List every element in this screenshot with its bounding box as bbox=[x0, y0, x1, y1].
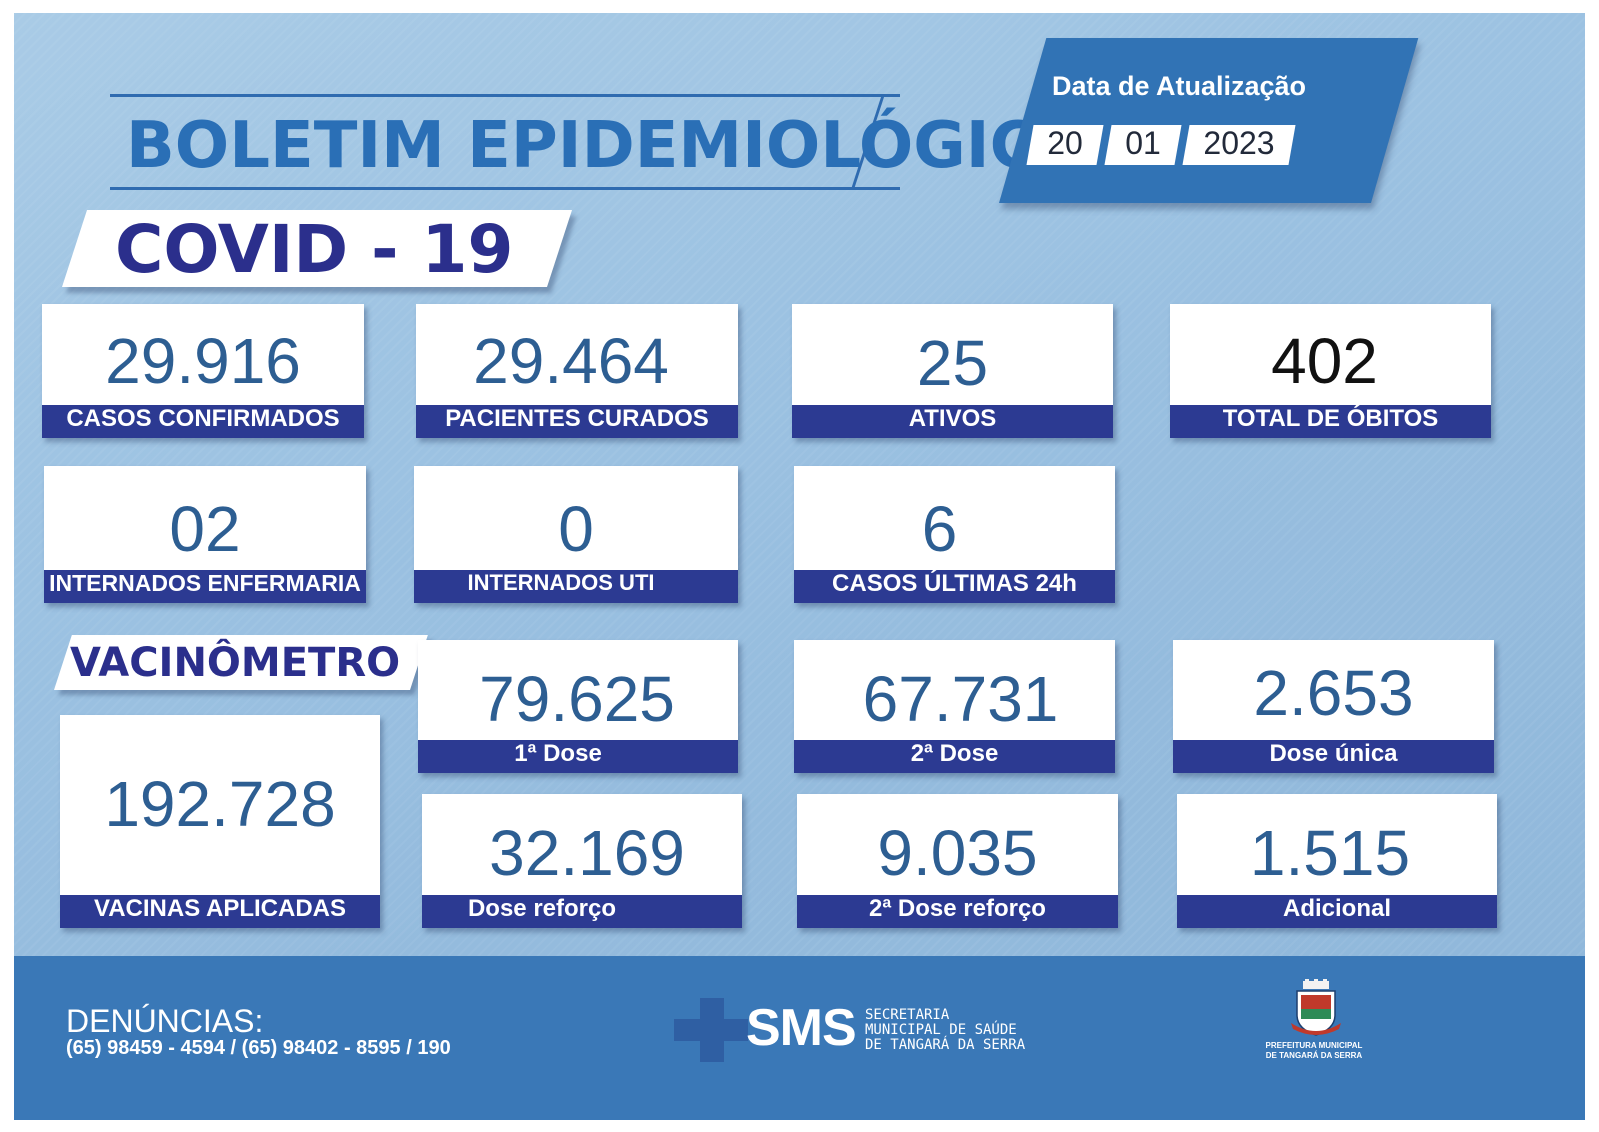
card-internados-uti: 0 INTERNADOS UTI bbox=[414, 466, 738, 603]
card-value: 29.916 bbox=[105, 325, 301, 397]
card-label: INTERNADOS UTI bbox=[414, 570, 738, 603]
card-segunda-dose: 67.731 2ª Dose bbox=[794, 640, 1115, 773]
card-label: TOTAL DE ÓBITOS bbox=[1170, 405, 1491, 438]
sms-subtitle: SECRETARIA MUNICIPAL DE SAÚDE DE TANGARÁ D… bbox=[865, 1008, 1025, 1053]
card-label: Dose única bbox=[1173, 740, 1494, 773]
card-casos-confirmados: 29.916 CASOS CONFIRMADOS bbox=[42, 304, 364, 438]
card-label: Dose reforço bbox=[422, 895, 742, 928]
card-vacinas-aplicadas: 192.728 VACINAS APLICADAS bbox=[60, 715, 380, 928]
card-dose-reforco: 32.169 Dose reforço bbox=[422, 794, 742, 928]
bulletin-frame: BOLETIM EPIDEMIOLÓGICO COVID - 19 Data d… bbox=[14, 13, 1585, 1120]
card-label: 1ª Dose bbox=[418, 740, 738, 773]
card-value: 32.169 bbox=[489, 817, 685, 889]
card-segunda-dose-reforco: 9.035 2ª Dose reforço bbox=[797, 794, 1118, 928]
card-value: 79.625 bbox=[479, 663, 675, 735]
date-month: 01 bbox=[1125, 125, 1161, 161]
prefeitura-crest-icon bbox=[1291, 979, 1341, 1036]
update-date-panel bbox=[999, 38, 1419, 203]
card-label: 2ª Dose bbox=[794, 740, 1115, 773]
card-ativos: 25 ATIVOS bbox=[792, 304, 1113, 438]
sms-subtitle-line: DE TANGARÁ DA SERRA bbox=[865, 1037, 1026, 1053]
page-title: BOLETIM EPIDEMIOLÓGICO bbox=[126, 109, 1091, 183]
card-primeira-dose: 79.625 1ª Dose bbox=[418, 640, 738, 773]
vacinometro-title: VACINÔMETRO bbox=[70, 640, 401, 686]
sms-subtitle-line: MUNICIPAL DE SAÚDE bbox=[865, 1022, 1017, 1038]
card-internados-enfermaria: 02 INTERNADOS ENFERMARIA bbox=[44, 466, 366, 603]
card-label: Adicional bbox=[1177, 895, 1497, 928]
card-value: 192.728 bbox=[104, 768, 336, 840]
card-value: 1.515 bbox=[1249, 817, 1411, 889]
card-label: INTERNADOS ENFERMARIA bbox=[44, 570, 366, 603]
card-label: 2ª Dose reforço bbox=[797, 895, 1118, 928]
card-value: 6 bbox=[921, 493, 958, 565]
card-value: 29.464 bbox=[473, 325, 669, 397]
prefeitura-name: PREFEITURA MUNICIPAL DE TANGARÁ DA SERRA bbox=[1244, 1041, 1384, 1061]
card-value: 402 bbox=[1271, 325, 1378, 397]
sms-cross-icon bbox=[674, 998, 748, 1062]
date-year: 2023 bbox=[1203, 125, 1275, 161]
card-label: CASOS ÚLTIMAS 24h bbox=[794, 570, 1115, 603]
update-date-label: Data de Atualização bbox=[1051, 71, 1307, 101]
card-value: 25 bbox=[916, 327, 989, 399]
card-pacientes-curados: 29.464 PACIENTES CURADOS bbox=[416, 304, 738, 438]
card-value: 2.653 bbox=[1253, 657, 1414, 729]
prefeitura-name-line: DE TANGARÁ DA SERRA bbox=[1265, 1051, 1363, 1060]
prefeitura-name-line: PREFEITURA MUNICIPAL bbox=[1265, 1041, 1363, 1050]
sms-logo: SMS bbox=[746, 999, 857, 1057]
card-label: CASOS CONFIRMADOS bbox=[42, 405, 364, 438]
card-dose-unica: 2.653 Dose única bbox=[1173, 640, 1494, 773]
card-value: 67.731 bbox=[862, 663, 1059, 735]
date-day: 20 bbox=[1047, 125, 1083, 161]
card-label: ATIVOS bbox=[792, 405, 1113, 438]
card-adicional: 1.515 Adicional bbox=[1177, 794, 1497, 928]
card-casos-ultimas-24h: 6 CASOS ÚLTIMAS 24h bbox=[794, 466, 1115, 603]
card-label: PACIENTES CURADOS bbox=[416, 405, 738, 438]
card-value: 02 bbox=[169, 493, 241, 565]
denuncias-phones: (65) 98459 - 4594 / (65) 98402 - 8595 / … bbox=[66, 1037, 451, 1059]
sms-subtitle-line: SECRETARIA bbox=[865, 1007, 950, 1023]
card-total-obitos: 402 TOTAL DE ÓBITOS bbox=[1170, 304, 1491, 438]
card-label: VACINAS APLICADAS bbox=[60, 895, 380, 928]
card-value: 0 bbox=[558, 493, 594, 565]
card-value: 9.035 bbox=[877, 817, 1038, 889]
title-frame bbox=[110, 94, 900, 190]
covid-title: COVID - 19 bbox=[115, 211, 514, 288]
denuncias-title: DENÚNCIAS: bbox=[66, 1003, 264, 1039]
